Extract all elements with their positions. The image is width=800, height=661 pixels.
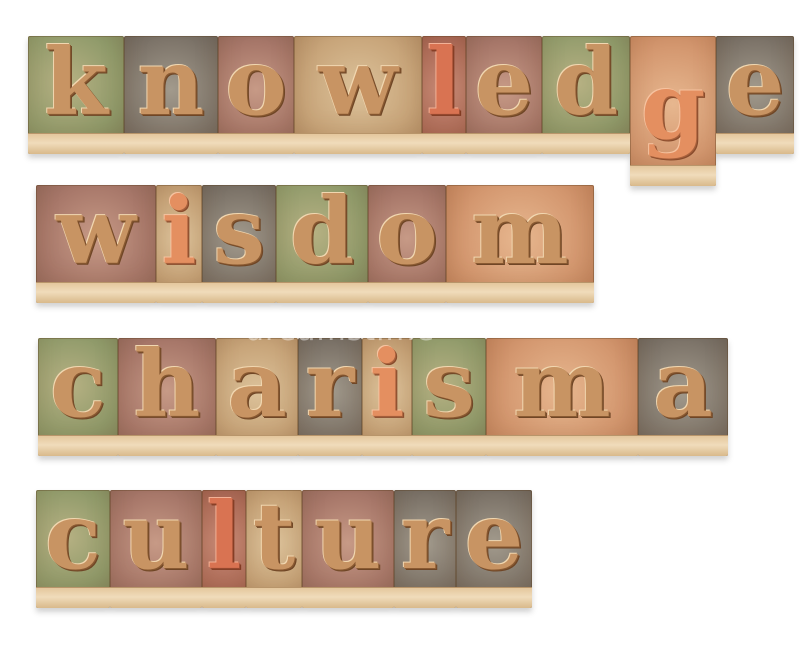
- letter-glyph: n: [137, 36, 205, 136]
- letter-glyph: s: [213, 185, 265, 285]
- type-block-m: m: [486, 338, 638, 456]
- type-block-d: d: [542, 36, 630, 154]
- type-block-n: n: [124, 36, 218, 154]
- letter-glyph: u: [314, 490, 382, 590]
- letter-glyph: t: [252, 490, 296, 590]
- type-block-r: r: [298, 338, 362, 456]
- letter-glyph: a: [653, 338, 713, 438]
- letter-glyph: m: [471, 185, 569, 285]
- letter-glyph: l: [206, 490, 242, 590]
- type-block-a: a: [216, 338, 298, 456]
- letter-glyph: o: [225, 36, 287, 136]
- type-block-a: a: [638, 338, 728, 456]
- letter-glyph: c: [44, 490, 102, 590]
- letter-glyph: e: [725, 36, 785, 136]
- type-block-o: o: [218, 36, 294, 154]
- letter-glyph: e: [474, 36, 534, 136]
- letter-glyph: e: [464, 490, 524, 590]
- type-block-r: r: [394, 490, 456, 608]
- type-block-l: l: [422, 36, 466, 154]
- letter-glyph: i: [161, 185, 197, 285]
- type-block-w: w: [294, 36, 422, 154]
- type-block-h: h: [118, 338, 216, 456]
- type-block-k: k: [28, 36, 124, 154]
- letter-glyph: s: [423, 338, 475, 438]
- letter-glyph: i: [369, 338, 405, 438]
- type-block-s: s: [412, 338, 486, 456]
- letter-glyph: k: [44, 36, 108, 136]
- letter-glyph: w: [318, 36, 398, 136]
- type-block-c: c: [36, 490, 110, 608]
- type-block-g: g: [630, 36, 716, 186]
- letter-glyph: o: [376, 185, 438, 285]
- type-block-c: c: [38, 338, 118, 456]
- type-block-s: s: [202, 185, 276, 303]
- letter-glyph: m: [513, 338, 611, 438]
- type-block-t: t: [246, 490, 302, 608]
- letter-glyph: r: [400, 490, 450, 590]
- letter-glyph: d: [553, 36, 619, 136]
- type-block-e: e: [466, 36, 542, 154]
- letter-glyph: l: [426, 36, 462, 136]
- type-block-l: l: [202, 490, 246, 608]
- type-block-e: e: [716, 36, 794, 154]
- type-block-i: i: [362, 338, 412, 456]
- type-block-e: e: [456, 490, 532, 608]
- type-block-w: w: [36, 185, 156, 303]
- letter-glyph: h: [133, 338, 201, 438]
- letter-glyph: a: [227, 338, 287, 438]
- type-block-u: u: [302, 490, 394, 608]
- type-block-m: m: [446, 185, 594, 303]
- letter-glyph: w: [56, 185, 136, 285]
- type-block-i: i: [156, 185, 202, 303]
- type-block-u: u: [110, 490, 202, 608]
- type-block-o: o: [368, 185, 446, 303]
- letter-glyph: c: [49, 338, 107, 438]
- letter-glyph: d: [289, 185, 355, 285]
- letter-glyph: u: [122, 490, 190, 590]
- letter-glyph: g: [640, 52, 706, 160]
- type-block-d: d: [276, 185, 368, 303]
- letter-glyph: r: [305, 338, 355, 438]
